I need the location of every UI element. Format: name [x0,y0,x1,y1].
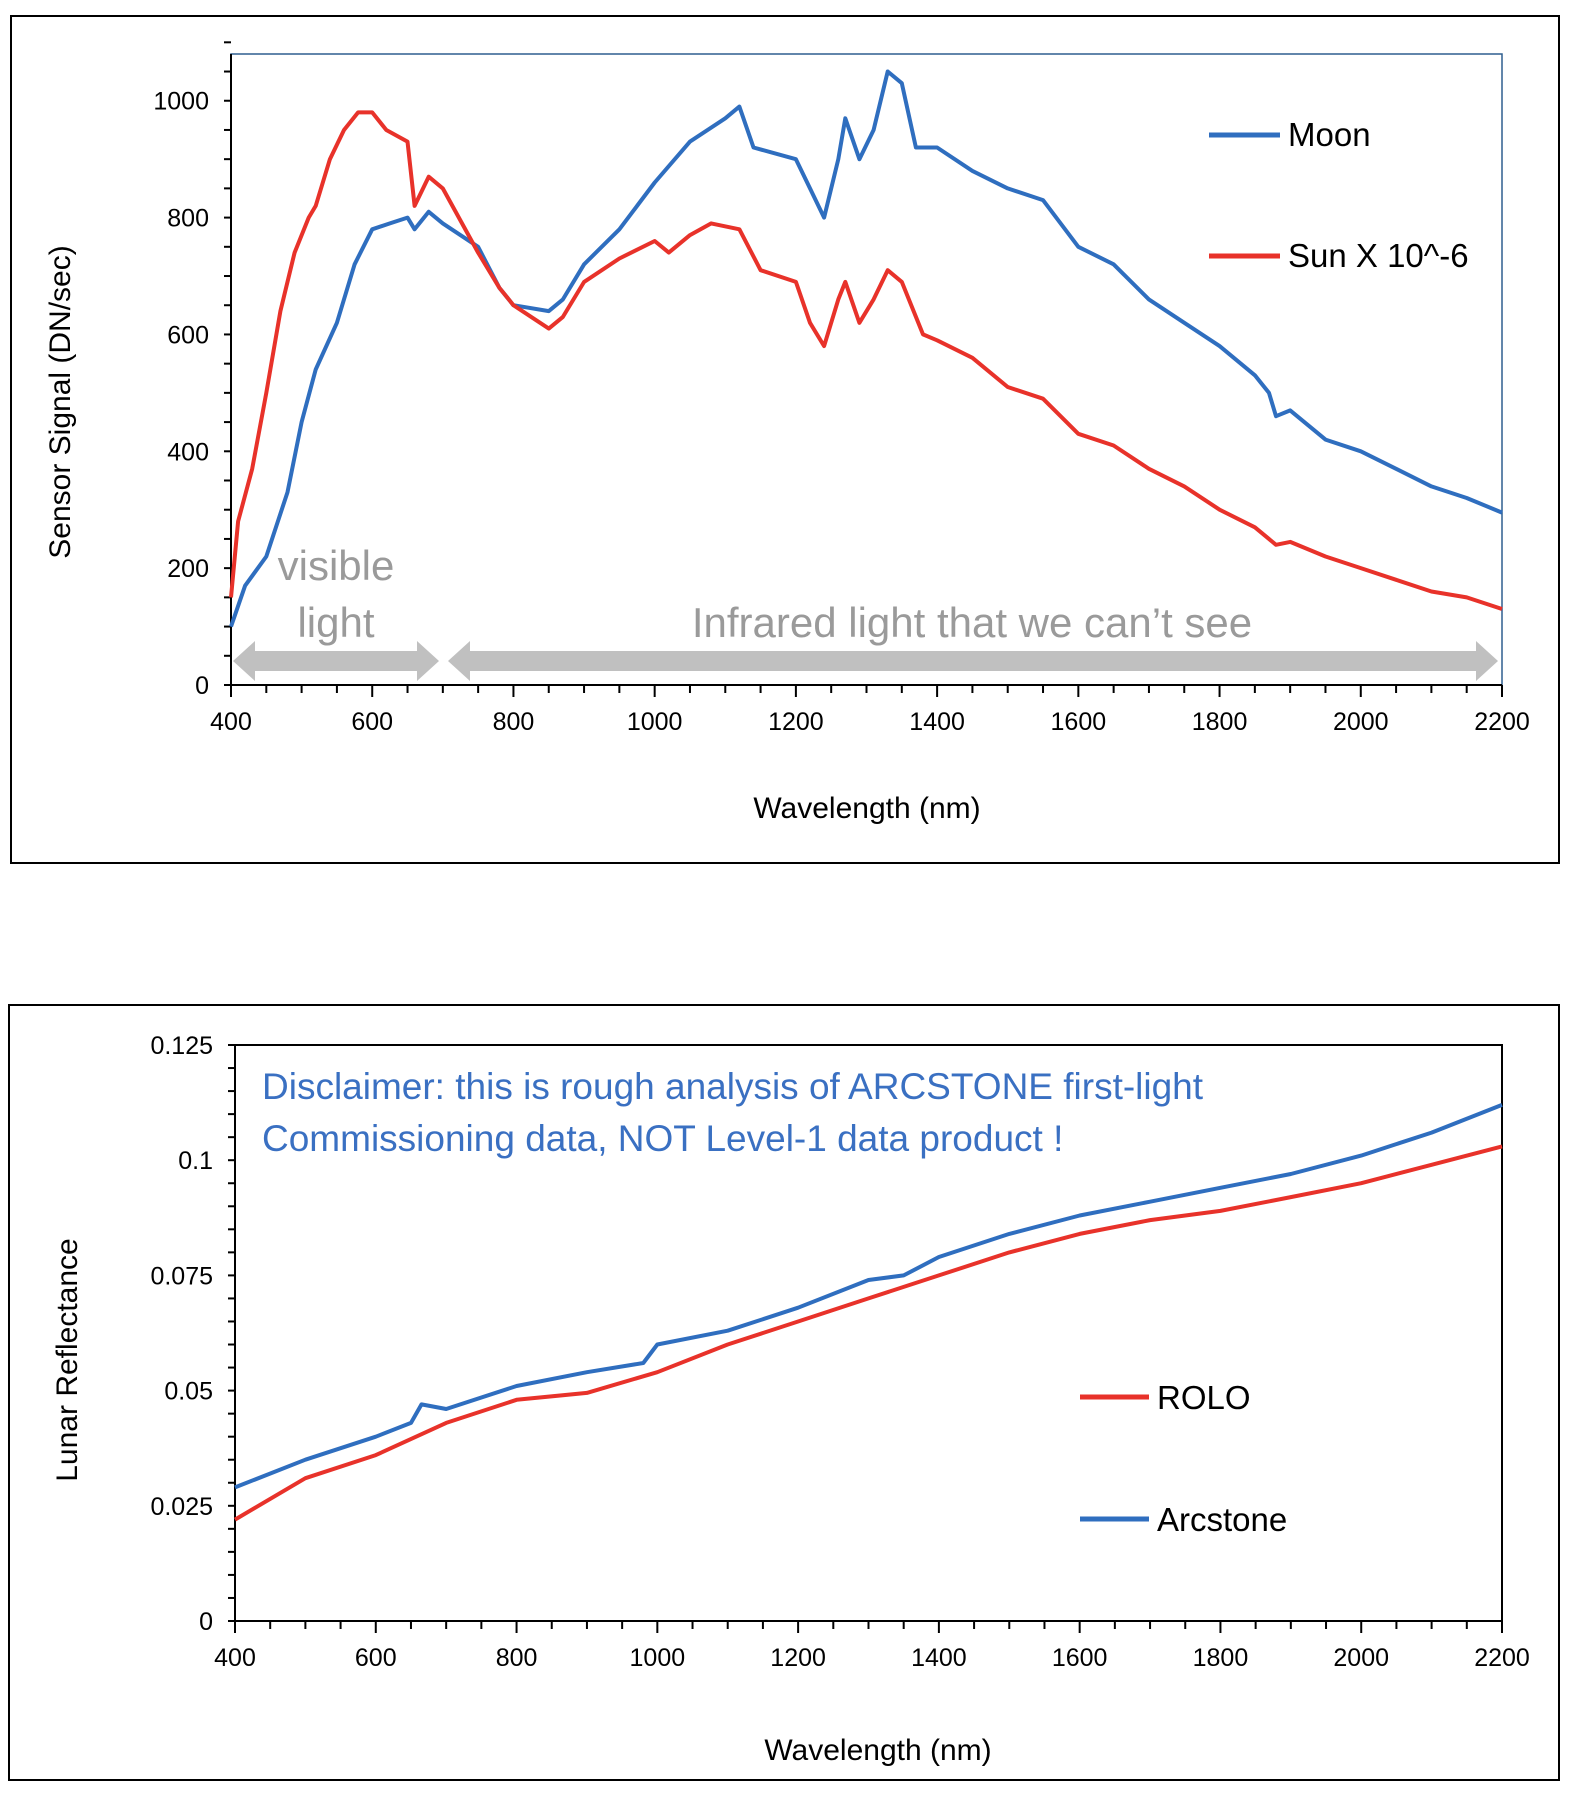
series-line-moon [229,69,1503,628]
legend-label-moon: Moon [1288,116,1371,153]
x-tick-label: 600 [355,1644,397,1672]
x-tick-label: 1800 [1192,708,1248,736]
x-tick-label: 1000 [627,708,683,736]
legend: ROLO Arcstone [1080,1379,1287,1538]
infrared-light-label: Infrared light that we can’t see [692,599,1252,646]
series-line-sun-x-10-6 [229,110,1503,611]
x-tick-label: 800 [493,708,535,736]
x-tick-label: 1000 [630,1644,686,1672]
x-tick-label: 2200 [1474,708,1530,736]
wavelength-range-arrows [233,641,1498,681]
y-tick-label: 1000 [153,88,209,116]
disclaimer-line2: Commissioning data, NOT Level-1 data pro… [262,1118,1063,1159]
legend-label-arcstone: Arcstone [1157,1501,1287,1538]
x-tick-label: 400 [214,1644,256,1672]
chart-frame [8,1004,1560,1781]
x-tick-label: 400 [210,708,252,736]
visible-light-arrow [233,641,439,681]
y-axis-label: Sensor Signal (DN/sec) [44,245,77,558]
x-tick-label: 2000 [1333,1644,1389,1672]
legend-label-rolo: ROLO [1157,1379,1251,1416]
y-tick-label: 0.075 [150,1262,213,1290]
x-tick-label: 2200 [1474,1644,1530,1672]
visible-light-label-line1: visible [278,542,395,589]
x-tick-label: 600 [351,708,393,736]
x-axis-label: Wavelength (nm) [753,792,980,825]
y-tick-label: 0.1 [178,1147,213,1175]
chart-lunar-reflectance: 400 600 800 1000 1200 1400 1600 1800 2000 2200 0 0.… [8,1004,1560,1781]
chart-frame [10,15,1560,864]
y-axis-label: Lunar Reflectance [51,1238,84,1482]
visible-light-label-line2: light [297,599,374,646]
chart-sensor-signal: visible light Infrared light that we can… [10,15,1560,864]
legend: Moon Sun X 10^-6 [1209,116,1469,274]
y-tick-label: 200 [167,555,209,583]
y-tick-label: 600 [167,321,209,349]
y-tick-label: 0 [199,1608,213,1636]
x-axis-label: Wavelength (nm) [764,1734,991,1767]
infrared-light-arrow [448,641,1498,681]
x-tick-label: 1400 [911,1644,967,1672]
y-tick-label: 0.125 [150,1032,213,1060]
y-tick-label: 400 [167,438,209,466]
x-tick-label: 1200 [770,1644,826,1672]
x-tick-label: 1400 [909,708,965,736]
y-tick-label: 0 [195,672,209,700]
series-line-arcstone [234,1103,1503,1490]
x-tick-label: 1600 [1051,708,1107,736]
series-line-rolo [233,1144,1503,1522]
y-tick-label: 0.025 [150,1493,213,1521]
y-tick-label: 0.05 [164,1378,213,1406]
x-tick-label: 1600 [1052,1644,1108,1672]
legend-label-sun: Sun X 10^-6 [1288,237,1469,274]
y-tick-label: 800 [167,205,209,233]
x-tick-label: 1200 [768,708,824,736]
x-tick-label: 2000 [1333,708,1389,736]
x-tick-label: 800 [496,1644,538,1672]
x-tick-label: 1800 [1193,1644,1249,1672]
disclaimer-line1: Disclaimer: this is rough analysis of AR… [262,1066,1204,1107]
